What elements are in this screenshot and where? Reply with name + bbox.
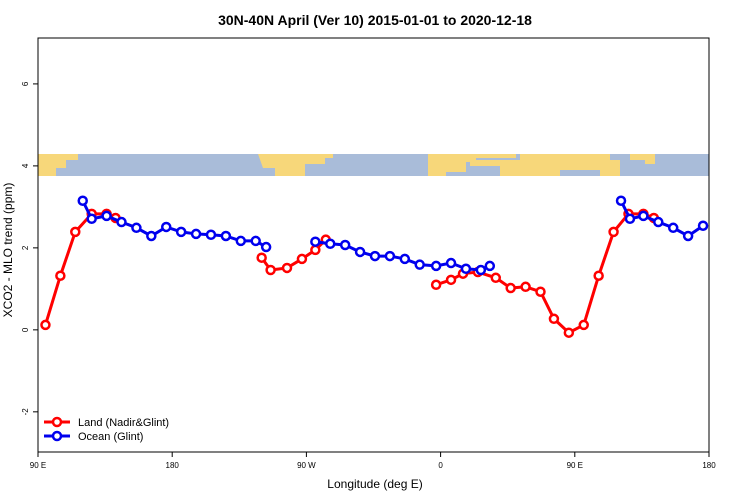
point <box>697 220 709 231</box>
point <box>116 216 127 228</box>
land-patch <box>470 160 620 176</box>
map-strip <box>38 154 709 176</box>
point <box>535 286 546 297</box>
land-patch <box>258 154 333 176</box>
legend-label: Ocean (Glint) <box>78 431 143 443</box>
point <box>310 236 321 247</box>
point <box>235 235 247 247</box>
legend-label: Land (Nadir&Glint) <box>78 417 169 429</box>
point <box>55 270 66 281</box>
point <box>354 246 366 258</box>
point <box>325 238 336 250</box>
land-patch <box>38 154 78 176</box>
legend-marker <box>51 430 63 442</box>
point <box>490 272 502 284</box>
point <box>265 264 276 276</box>
point <box>475 264 487 276</box>
point <box>296 253 308 265</box>
x-tick-label: 90 E <box>30 461 46 470</box>
point <box>86 213 97 225</box>
y-tick-label: -2 <box>21 408 30 416</box>
point <box>40 319 51 331</box>
point <box>70 226 81 238</box>
point <box>101 210 112 222</box>
point <box>563 327 575 338</box>
point <box>445 257 457 269</box>
point <box>505 282 516 294</box>
point <box>414 259 425 270</box>
legend-marker <box>51 416 63 428</box>
point <box>430 279 442 291</box>
y-axis-label: XCO2 - MLO trend (ppm) <box>1 183 15 318</box>
point <box>205 229 217 241</box>
point <box>667 222 679 234</box>
point <box>190 228 202 240</box>
point <box>460 263 472 275</box>
x-axis-label: Longitude (deg E) <box>327 477 422 491</box>
point <box>310 244 321 256</box>
x-tick-label: 0 <box>438 461 443 470</box>
chart-title: 30N-40N April (Ver 10) 2015-01-01 to 202… <box>218 12 532 28</box>
point <box>615 195 627 206</box>
point <box>430 260 442 272</box>
land-patch <box>428 154 516 176</box>
x-tick-label: 180 <box>166 461 180 470</box>
point <box>399 253 411 265</box>
point <box>281 262 293 274</box>
x-tick-label: 90 E <box>567 461 583 470</box>
point <box>682 230 694 242</box>
point <box>160 221 172 233</box>
point <box>256 252 267 263</box>
point <box>445 274 457 286</box>
point <box>484 260 496 272</box>
point <box>548 313 560 325</box>
point <box>593 270 604 281</box>
land-patch <box>630 154 655 164</box>
y-tick-label: 6 <box>21 81 30 86</box>
point <box>384 250 396 262</box>
point <box>653 216 664 228</box>
point <box>131 222 142 234</box>
point <box>638 210 649 222</box>
point <box>608 226 619 238</box>
y-tick-label: 4 <box>21 163 30 168</box>
point <box>520 281 531 293</box>
land-patch <box>520 154 610 160</box>
point <box>260 241 272 253</box>
point <box>339 239 351 251</box>
point <box>220 230 232 242</box>
point <box>369 250 381 262</box>
point <box>175 226 187 238</box>
point <box>578 319 589 331</box>
point <box>77 195 88 206</box>
x-tick-label: 90 W <box>297 461 316 470</box>
point <box>624 213 636 225</box>
y-tick-label: 2 <box>21 245 30 250</box>
x-tick-label: 180 <box>702 461 716 470</box>
point <box>250 235 261 247</box>
y-tick-label: 0 <box>21 327 30 332</box>
point <box>146 230 157 242</box>
plot-frame <box>37 37 710 453</box>
